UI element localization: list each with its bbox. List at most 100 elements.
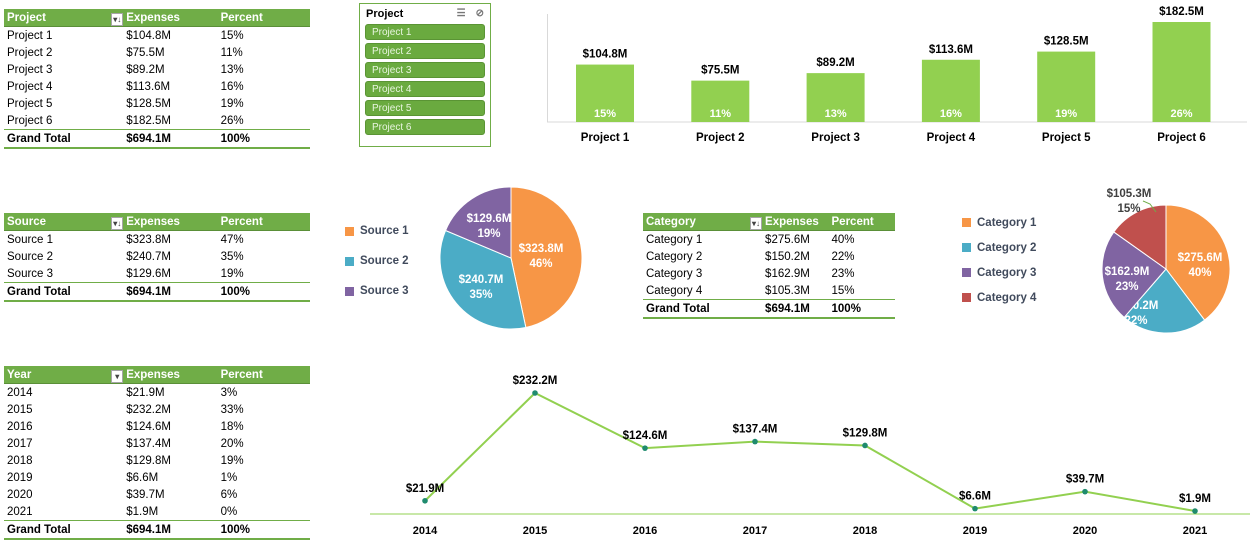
x-tick-label: 2018 (853, 525, 877, 537)
percent-cell: 15% (220, 29, 244, 42)
table-row[interactable]: Project 4 $113.6M 16% (4, 78, 310, 95)
table-row[interactable]: Project 1 $104.8M 15% (4, 27, 310, 44)
table-header: Source ▾↓ Expenses Percent (4, 213, 310, 231)
x-tick-label: 2017 (743, 525, 767, 537)
label-cell: 2015 (7, 403, 33, 416)
expenses-cell: $240.7M (126, 250, 171, 263)
percent-cell: 100% (220, 132, 251, 145)
bar (576, 64, 634, 122)
x-tick-label: Project 6 (1157, 132, 1206, 144)
pie-value-label: $240.7M (459, 274, 504, 286)
expenses-cell: Expenses (126, 11, 180, 24)
legend-swatch (345, 226, 354, 236)
data-point (1192, 508, 1198, 514)
grand-total-row: Grand Total $694.1M 100% (4, 129, 310, 149)
sort-filter-icon[interactable]: ▾↓ (111, 216, 124, 230)
source-legend: Source 1 Source 2 Source 3 (345, 216, 409, 306)
pie-value-label: $105.3M (1107, 188, 1152, 200)
table-row[interactable]: 2015 $232.2M 33% (4, 401, 310, 418)
table-row[interactable]: Source 2 $240.7M 35% (4, 248, 310, 265)
pie-slice (1123, 268, 1206, 334)
percent-cell: 19% (220, 267, 244, 280)
percent-cell: 22% (831, 250, 855, 263)
data-point (532, 390, 538, 396)
table-row[interactable]: 2020 $39.7M 6% (4, 486, 310, 503)
percent-cell: 47% (220, 233, 244, 246)
project-slicer[interactable]: Project ☰ ⊘ Project 1 Project 2 Project 3 P… (359, 3, 491, 147)
label-cell: Project 6 (7, 114, 53, 127)
slicer-item[interactable]: Project 2 (365, 43, 485, 59)
table-row[interactable]: Project 6 $182.5M 26% (4, 112, 310, 129)
slicer-item[interactable]: Project 6 (365, 119, 485, 135)
expenses-cell: $89.2M (126, 63, 165, 76)
legend-label: Category 3 (977, 266, 1037, 279)
project-pivot-table[interactable]: Project ▾↓ Expenses Percent Project 1 $104.8M… (4, 9, 310, 149)
bar-value-label: $128.5M (1044, 36, 1089, 48)
source-pivot-table[interactable]: Source ▾↓ Expenses Percent Source 1 $323.8M 47… (4, 213, 310, 302)
legend-label: Source 1 (360, 225, 409, 237)
sort-filter-icon[interactable]: ▾↓ (750, 216, 763, 230)
table-row[interactable]: 2019 $6.6M 1% (4, 469, 310, 486)
table-row[interactable]: 2017 $137.4M 20% (4, 435, 310, 452)
filter-dropdown-icon[interactable]: ▾ (111, 369, 124, 383)
label-cell: Project 5 (7, 97, 53, 110)
table-row[interactable]: 2021 $1.9M 0% (4, 503, 310, 520)
sort-filter-icon[interactable]: ▾↓ (111, 12, 124, 26)
slicer-item[interactable]: Project 1 (365, 24, 485, 40)
label-cell: 2014 (7, 386, 33, 399)
bar-value-label: $182.5M (1159, 6, 1204, 18)
percent-cell: 100% (220, 285, 251, 298)
table-row[interactable]: Category 3 $162.9M 23% (643, 265, 895, 282)
table-row[interactable]: 2018 $129.8M 19% (4, 452, 310, 469)
expenses-cell: $232.2M (126, 403, 171, 416)
pie-value-label: $275.6M (1178, 252, 1223, 264)
x-tick-label: Project 2 (696, 132, 745, 144)
table-header: Category ▾↓ Expenses Percent (643, 213, 895, 231)
legend-item: Source 2 (345, 246, 409, 276)
leader-line (1142, 200, 1157, 213)
table-row[interactable]: Project 3 $89.2M 13% (4, 61, 310, 78)
label-cell: Project 2 (7, 46, 53, 59)
pie-value-label: $323.8M (519, 243, 564, 255)
expenses-cell: $75.5M (126, 46, 165, 59)
legend-item: Category 2 (962, 235, 1036, 260)
x-tick-label: 2016 (633, 525, 657, 537)
table-row[interactable]: Source 3 $129.6M 19% (4, 265, 310, 282)
percent-cell: 18% (220, 420, 244, 433)
clear-filter-icon[interactable]: ⊘ (475, 8, 484, 19)
pie-slice (1101, 231, 1167, 319)
percent-cell: 0% (220, 505, 238, 518)
data-point (862, 442, 868, 449)
grand-total-row: Grand Total $694.1M 100% (4, 282, 310, 302)
point-value-label: $129.8M (843, 427, 888, 439)
percent-cell: 26% (220, 114, 244, 127)
table-row[interactable]: Project 2 $75.5M 11% (4, 44, 310, 61)
slicer-item[interactable]: Project 4 (365, 81, 485, 97)
percent-cell: 33% (220, 403, 244, 416)
percent-cell: Percent (831, 215, 874, 228)
expenses-cell: $694.1M (126, 285, 171, 298)
table-row[interactable]: Source 1 $323.8M 47% (4, 231, 310, 248)
category-pivot-table[interactable]: Category ▾↓ Expenses Percent Category 1 $275.… (643, 213, 895, 319)
label-cell: Category ▾↓ (646, 215, 763, 230)
bar-value-label: $75.5M (701, 65, 739, 77)
year-pivot-table[interactable]: Year ▾ Expenses Percent 2014 $21.9M 3% 2015 $232… (4, 366, 310, 540)
table-row[interactable]: Category 1 $275.6M 40% (643, 231, 895, 248)
table-row[interactable]: Project 5 $128.5M 19% (4, 95, 310, 112)
percent-cell: 1% (220, 471, 238, 484)
legend-label: Category 2 (977, 241, 1037, 254)
bar (806, 73, 865, 122)
pie-percent-label: 15% (1117, 203, 1140, 215)
slicer-item[interactable]: Project 3 (365, 62, 485, 78)
table-row[interactable]: Category 2 $150.2M 22% (643, 248, 895, 265)
slicer-item[interactable]: Project 5 (365, 100, 485, 116)
table-row[interactable]: 2014 $21.9M 3% (4, 384, 310, 401)
label-cell: Year ▾ (4, 369, 125, 383)
percent-cell: 15% (831, 284, 855, 297)
table-row[interactable]: Category 4 $105.3M 15% (643, 282, 895, 299)
multi-select-icon[interactable]: ☰ (456, 8, 466, 19)
table-row[interactable]: 2016 $124.6M 18% (4, 418, 310, 435)
expenses-cell: $275.6M (765, 233, 810, 246)
pie-slice (510, 186, 583, 329)
label-cell: 2019 (7, 471, 33, 484)
